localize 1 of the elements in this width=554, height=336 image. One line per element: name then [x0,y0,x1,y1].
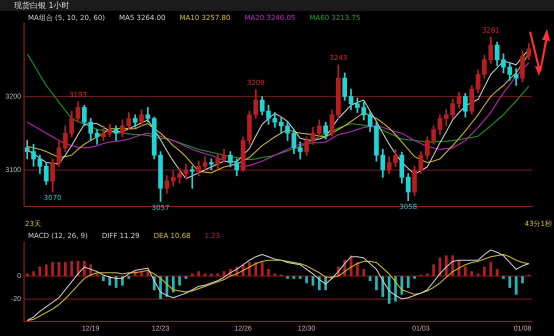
chart-title: 现货白银 1小时 [0,0,554,11]
